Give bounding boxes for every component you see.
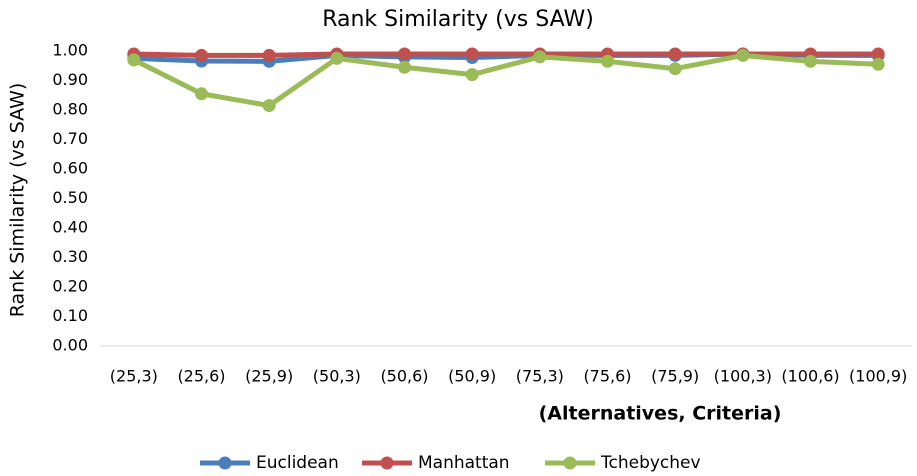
y-tick-label: 0.40 — [52, 218, 88, 237]
point — [736, 48, 750, 62]
y-axis-label: Rank Similarity (vs SAW) — [7, 83, 29, 318]
x-tick-label: (25,3) — [110, 367, 158, 386]
point — [601, 54, 614, 68]
point — [668, 62, 682, 76]
legend-label: Tchebychev — [600, 453, 701, 473]
point — [330, 51, 344, 65]
x-tick-label: (50,3) — [313, 367, 361, 386]
y-tick-label: 0.70 — [52, 129, 88, 148]
legend-label: Euclidean — [256, 453, 339, 473]
x-tick-label: (100,3) — [714, 367, 772, 386]
point — [533, 50, 547, 64]
point — [262, 48, 276, 62]
point — [668, 47, 682, 61]
x-tick-label: (75,6) — [583, 367, 631, 386]
point — [465, 68, 479, 82]
y-tick-label: 0.10 — [52, 306, 88, 325]
x-tick-label: (100,6) — [781, 367, 839, 386]
point — [127, 53, 141, 67]
legend-marker — [380, 456, 394, 470]
legend-label: Manhattan — [418, 453, 510, 473]
point — [398, 60, 411, 74]
point — [871, 47, 885, 61]
point — [465, 47, 479, 61]
y-tick-label: 1.00 — [52, 41, 88, 60]
point — [195, 48, 208, 62]
y-tick-label: 0.30 — [52, 247, 88, 266]
y-tick-label: 0.00 — [52, 336, 88, 355]
legend-marker — [563, 456, 577, 470]
x-tick-label: (25,9) — [245, 367, 293, 386]
point — [262, 99, 276, 113]
y-tick-label: 0.50 — [52, 188, 88, 207]
x-axis-label: (Alternatives, Criteria) — [539, 403, 782, 425]
x-tick-label: (75,9) — [651, 367, 699, 386]
x-tick-label: (75,3) — [516, 367, 564, 386]
y-tick-label: 0.80 — [52, 100, 88, 119]
point — [195, 87, 208, 101]
x-tick-label: (50,6) — [380, 367, 428, 386]
x-tick-label: (50,9) — [448, 367, 496, 386]
x-tick-label: (100,9) — [849, 367, 907, 386]
y-tick-label: 0.60 — [52, 159, 88, 178]
y-tick-label: 0.20 — [52, 277, 88, 296]
y-tick-label: 0.90 — [52, 70, 88, 89]
x-tick-label: (25,6) — [177, 367, 225, 386]
point — [871, 57, 885, 71]
point — [398, 47, 411, 61]
chart-title: Rank Similarity (vs SAW) — [322, 7, 594, 32]
point — [804, 54, 817, 68]
legend-marker — [218, 456, 232, 470]
series-line — [132, 52, 879, 109]
